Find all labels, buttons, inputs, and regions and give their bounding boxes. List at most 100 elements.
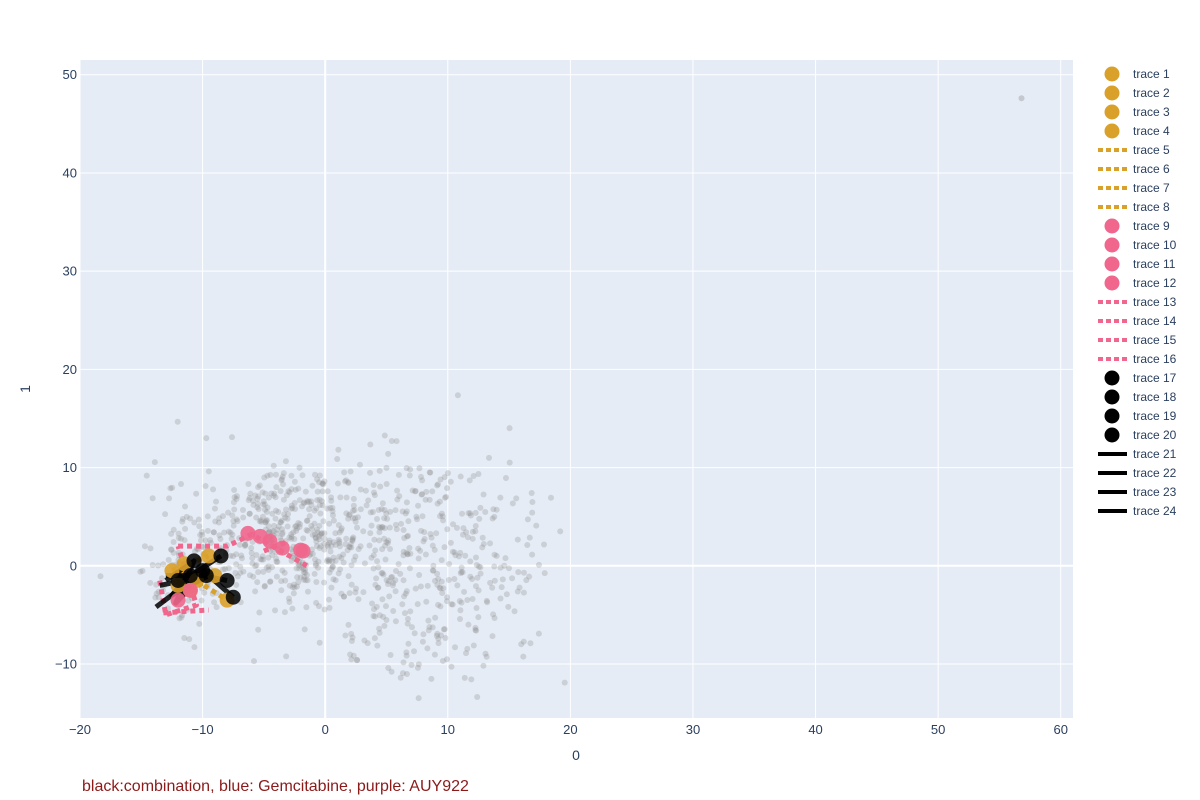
background-point — [265, 563, 272, 570]
background-point — [480, 540, 487, 547]
legend-item[interactable]: trace 14 — [1098, 314, 1177, 328]
legend-item[interactable]: trace 17 — [1104, 370, 1177, 386]
legend-item[interactable]: trace 6 — [1098, 162, 1170, 176]
trace-marker — [213, 548, 229, 564]
trace-marker — [225, 589, 241, 605]
background-point — [162, 511, 169, 518]
background-point — [346, 543, 353, 550]
legend-item[interactable]: trace 19 — [1104, 408, 1177, 424]
legend-item[interactable]: trace 7 — [1098, 181, 1170, 195]
legend-item[interactable]: trace 1 — [1104, 66, 1171, 82]
background-point — [357, 486, 364, 493]
legend-item[interactable]: trace 9 — [1104, 218, 1171, 234]
y-tick-label: 50 — [63, 67, 77, 82]
background-point — [288, 502, 295, 509]
legend-item[interactable]: trace 20 — [1104, 427, 1177, 443]
legend-label: trace 19 — [1133, 409, 1177, 423]
background-point — [280, 496, 287, 503]
background-point — [330, 554, 337, 561]
legend-item[interactable]: trace 16 — [1098, 352, 1177, 366]
legend-item[interactable]: trace 23 — [1098, 485, 1177, 499]
legend-label: trace 11 — [1133, 257, 1176, 271]
legend-marker-symbol — [1104, 218, 1120, 234]
legend-item[interactable]: trace 21 — [1098, 447, 1177, 461]
legend-item[interactable]: trace 12 — [1104, 275, 1177, 291]
background-point — [265, 567, 272, 574]
background-point — [273, 555, 280, 562]
background-point — [432, 614, 439, 621]
background-point — [263, 508, 270, 515]
background-point — [392, 507, 399, 514]
legend-item[interactable]: trace 3 — [1104, 104, 1171, 120]
background-point — [262, 519, 269, 526]
background-point — [282, 514, 289, 521]
background-point — [399, 601, 406, 608]
background-point — [260, 556, 267, 563]
background-point — [424, 645, 431, 652]
background-point — [313, 505, 320, 512]
background-point — [261, 582, 268, 589]
background-point — [418, 473, 425, 480]
legend-item[interactable]: trace 8 — [1098, 200, 1170, 214]
background-point — [350, 507, 357, 514]
background-point — [379, 523, 386, 530]
background-point — [290, 529, 297, 536]
legend-item[interactable]: trace 18 — [1104, 389, 1177, 405]
y-tick-label: 40 — [63, 165, 77, 180]
background-point — [477, 570, 484, 577]
background-point — [204, 513, 211, 520]
legend-label: trace 7 — [1133, 181, 1170, 195]
background-point — [311, 507, 318, 514]
background-point — [385, 578, 392, 585]
legend-item[interactable]: trace 11 — [1104, 256, 1176, 272]
background-point — [313, 543, 320, 550]
x-tick-label: 0 — [322, 722, 329, 737]
background-point — [249, 555, 256, 562]
legend-item[interactable]: trace 15 — [1098, 333, 1177, 347]
legend-item[interactable]: trace 4 — [1104, 123, 1171, 139]
background-point — [311, 520, 318, 527]
background-point — [383, 481, 390, 488]
background-point — [401, 610, 408, 617]
background-point — [403, 588, 410, 595]
background-point — [462, 552, 469, 559]
background-point — [225, 509, 232, 516]
background-point — [386, 593, 393, 600]
background-point — [364, 640, 371, 647]
background-point — [279, 531, 286, 538]
background-point — [152, 594, 159, 601]
legend-item[interactable]: trace 22 — [1098, 466, 1177, 480]
legend-item[interactable]: trace 5 — [1098, 143, 1170, 157]
background-point — [422, 551, 429, 558]
background-point — [400, 577, 407, 584]
background-point — [498, 584, 505, 591]
background-point — [255, 626, 262, 633]
legend[interactable]: trace 1 trace 2 trace 3 trace 4 trace 5 trace… — [1098, 66, 1177, 519]
background-point — [407, 466, 414, 473]
legend-item[interactable]: trace 2 — [1104, 85, 1171, 101]
background-point — [417, 583, 424, 590]
background-point — [213, 604, 220, 611]
background-point — [325, 558, 332, 565]
legend-item[interactable]: trace 13 — [1098, 295, 1177, 309]
background-point — [281, 609, 288, 616]
legend-item[interactable]: trace 10 — [1104, 237, 1177, 253]
background-point — [463, 650, 470, 657]
background-point — [342, 541, 349, 548]
background-point — [440, 585, 447, 592]
legend-item[interactable]: trace 24 — [1098, 504, 1177, 518]
background-point — [284, 515, 291, 522]
background-point — [296, 521, 303, 528]
background-point — [529, 509, 536, 516]
background-point — [370, 552, 377, 559]
background-point — [378, 570, 385, 577]
background-point — [255, 484, 262, 491]
background-point — [371, 613, 378, 620]
background-point — [349, 537, 356, 544]
background-point — [274, 559, 281, 566]
background-point — [352, 589, 359, 596]
background-point — [392, 618, 399, 625]
background-point — [425, 617, 432, 624]
background-point — [170, 549, 177, 556]
background-point — [379, 546, 386, 553]
